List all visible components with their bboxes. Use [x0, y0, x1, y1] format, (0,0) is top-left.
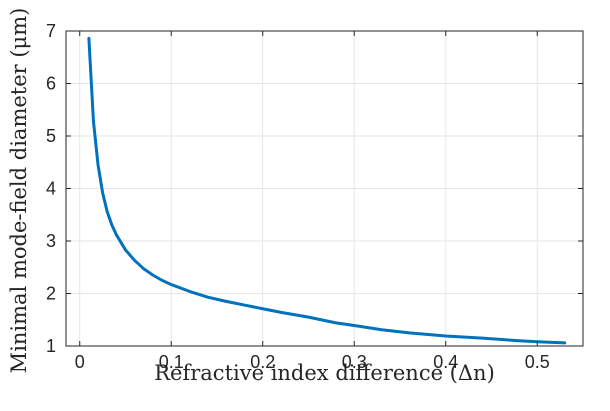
- grid-layer: [66, 30, 583, 347]
- y-tick-label: 6: [46, 74, 56, 94]
- label-layer: Refractive index difference (Δn) Minimal…: [7, 8, 495, 385]
- x-tick-label: 0.4: [433, 352, 458, 372]
- y-tick-label: 2: [46, 284, 56, 304]
- x-tick-label: 0.2: [250, 352, 275, 372]
- plot-frame: [65, 30, 584, 347]
- y-tick-label: 5: [46, 126, 56, 146]
- x-tick-label: 0: [75, 352, 85, 372]
- axes-layer: 0 0.1 0.2 0.3 0.4 0.5 1 2 3 4 5 6 7: [46, 21, 584, 372]
- x-tick-label: 0.1: [159, 352, 184, 372]
- y-tick-label: 7: [46, 21, 56, 41]
- series-line: [87, 36, 567, 345]
- y-axis-title: Minimal mode-field diameter (μm): [7, 8, 31, 374]
- x-axis-title: Refractive index difference (Δn): [154, 361, 495, 385]
- series-layer: [87, 36, 567, 345]
- y-tick-label: 4: [46, 179, 56, 199]
- x-tick-label: 0.3: [342, 352, 367, 372]
- y-tick-label: 1: [46, 336, 56, 356]
- x-tick-label: 0.5: [525, 352, 550, 372]
- y-tick-label: 3: [46, 231, 56, 251]
